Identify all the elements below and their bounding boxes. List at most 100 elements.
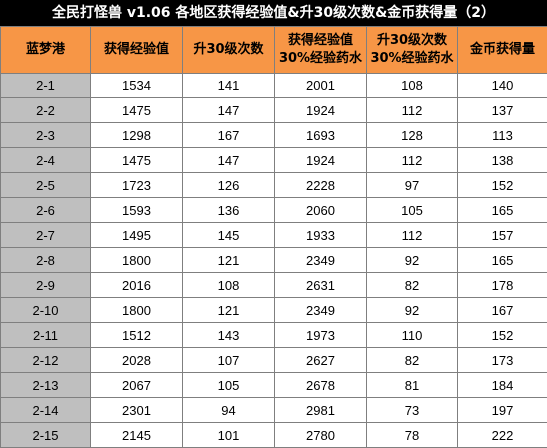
exp-cell: 1723 xyxy=(90,172,183,198)
gold-cell: 157 xyxy=(457,222,547,248)
exp-potion-cell: 1933 xyxy=(274,222,367,248)
level-count-potion-cell: 92 xyxy=(366,247,458,273)
level-count-potion-cell: 112 xyxy=(366,222,458,248)
column-header-line: 30%经验药水 xyxy=(370,51,454,66)
level-count-potion-cell: 108 xyxy=(366,73,458,98)
gold-cell: 165 xyxy=(457,247,547,273)
level-count-cell: 145 xyxy=(182,222,275,248)
gold-cell: 113 xyxy=(457,122,547,148)
gold-cell: 178 xyxy=(457,272,547,298)
table-row: 2-9 2016 108 2631 82 178 xyxy=(0,272,547,298)
gold-cell: 197 xyxy=(457,397,547,423)
level-count-potion-cell: 82 xyxy=(366,347,458,373)
exp-potion-cell: 1973 xyxy=(274,322,367,348)
column-header-line: 获得经验值 xyxy=(103,42,169,57)
level-count-cell: 143 xyxy=(182,322,275,348)
column-header-line: 蓝梦港 xyxy=(25,42,65,57)
exp-potion-cell: 2627 xyxy=(274,347,367,373)
stage-cell: 2-10 xyxy=(0,297,91,323)
exp-cell: 2067 xyxy=(90,372,183,398)
column-header-line: 30%经验药水 xyxy=(278,51,363,66)
stage-cell: 2-4 xyxy=(0,147,91,173)
exp-cell: 2301 xyxy=(90,397,183,423)
gold-cell: 137 xyxy=(457,97,547,123)
exp-cell: 1800 xyxy=(90,247,183,273)
table-row: 2-15 2145 101 2780 78 222 xyxy=(0,422,547,448)
exp-cell: 1475 xyxy=(90,97,183,123)
stage-cell: 2-12 xyxy=(0,347,91,373)
exp-cell: 1534 xyxy=(90,73,183,98)
table-row: 2-7 1495 145 1933 112 157 xyxy=(0,222,547,248)
table-row: 2-11 1512 143 1973 110 152 xyxy=(0,322,547,348)
level-count-cell: 141 xyxy=(182,73,275,98)
level-count-potion-cell: 81 xyxy=(366,372,458,398)
gold-cell: 152 xyxy=(457,322,547,348)
stage-cell: 2-8 xyxy=(0,247,91,273)
level-count-cell: 136 xyxy=(182,197,275,223)
header-exp-potion: 获得经验值 30%经验药水 xyxy=(274,26,367,74)
exp-cell: 1512 xyxy=(90,322,183,348)
exp-cell: 1298 xyxy=(90,122,183,148)
header-exp: 获得经验值 xyxy=(90,26,183,74)
table-row: 2-3 1298 167 1693 128 113 xyxy=(0,122,547,148)
gold-cell: 184 xyxy=(457,372,547,398)
level-count-cell: 101 xyxy=(182,422,275,448)
level-count-potion-cell: 82 xyxy=(366,272,458,298)
table-row: 2-6 1593 136 2060 105 165 xyxy=(0,197,547,223)
level-count-cell: 167 xyxy=(182,122,275,148)
exp-potion-cell: 2001 xyxy=(274,73,367,98)
stage-cell: 2-9 xyxy=(0,272,91,298)
exp-potion-cell: 2631 xyxy=(274,272,367,298)
level-count-potion-cell: 128 xyxy=(366,122,458,148)
exp-cell: 2016 xyxy=(90,272,183,298)
stage-cell: 2-1 xyxy=(0,73,91,98)
exp-potion-cell: 2349 xyxy=(274,247,367,273)
stage-cell: 2-2 xyxy=(0,97,91,123)
gold-cell: 152 xyxy=(457,172,547,198)
exp-potion-cell: 1924 xyxy=(274,147,367,173)
level-count-potion-cell: 105 xyxy=(366,197,458,223)
level-count-cell: 105 xyxy=(182,372,275,398)
table-header-row: 蓝梦港 获得经验值 升30级次数 获得经验值 30%经验药水 升30级次数 30%经验药水金… xyxy=(0,26,547,74)
exp-potion-cell: 1693 xyxy=(274,122,367,148)
table-row: 2-1 1534 141 2001 108 140 xyxy=(0,73,547,98)
exp-cell: 1495 xyxy=(90,222,183,248)
gold-cell: 138 xyxy=(457,147,547,173)
stage-cell: 2-6 xyxy=(0,197,91,223)
gold-cell: 165 xyxy=(457,197,547,223)
table-row: 2-12 2028 107 2627 82 173 xyxy=(0,347,547,373)
level-count-cell: 121 xyxy=(182,247,275,273)
exp-potion-cell: 2981 xyxy=(274,397,367,423)
level-count-potion-cell: 112 xyxy=(366,97,458,123)
gold-cell: 140 xyxy=(457,73,547,98)
exp-cell: 2145 xyxy=(90,422,183,448)
level-count-cell: 121 xyxy=(182,297,275,323)
table-row: 2-5 1723 126 2228 97 152 xyxy=(0,172,547,198)
exp-cell: 1593 xyxy=(90,197,183,223)
exp-cell: 2028 xyxy=(90,347,183,373)
level-count-cell: 94 xyxy=(182,397,275,423)
level-count-potion-cell: 112 xyxy=(366,147,458,173)
exp-cell: 1475 xyxy=(90,147,183,173)
stage-cell: 2-13 xyxy=(0,372,91,398)
level-count-cell: 108 xyxy=(182,272,275,298)
header-level-count-potion: 升30级次数 30%经验药水 xyxy=(366,26,458,74)
table-title: 全民打怪兽 v1.06 各地区获得经验值&升30级次数&金币获得量（2） xyxy=(0,0,547,26)
exp-cell: 1800 xyxy=(90,297,183,323)
level-count-cell: 126 xyxy=(182,172,275,198)
gold-cell: 222 xyxy=(457,422,547,448)
gold-cell: 173 xyxy=(457,347,547,373)
stage-cell: 2-14 xyxy=(0,397,91,423)
level-count-cell: 147 xyxy=(182,97,275,123)
level-count-potion-cell: 73 xyxy=(366,397,458,423)
exp-potion-cell: 2060 xyxy=(274,197,367,223)
header-region: 蓝梦港 xyxy=(0,26,91,74)
level-count-potion-cell: 78 xyxy=(366,422,458,448)
header-gold: 金币获得量 xyxy=(457,26,547,74)
column-header-line: 升30级次数 xyxy=(376,33,448,48)
table-body: 2-1 1534 141 2001 108 140 2-2 1475 147 1924 112 137… xyxy=(0,73,547,448)
exp-potion-cell: 1924 xyxy=(274,97,367,123)
table-row: 2-10 1800 121 2349 92 167 xyxy=(0,297,547,323)
level-count-cell: 147 xyxy=(182,147,275,173)
stats-table: 蓝梦港 获得经验值 升30级次数 获得经验值 30%经验药水 升30级次数 30%经验药水金… xyxy=(0,26,547,448)
